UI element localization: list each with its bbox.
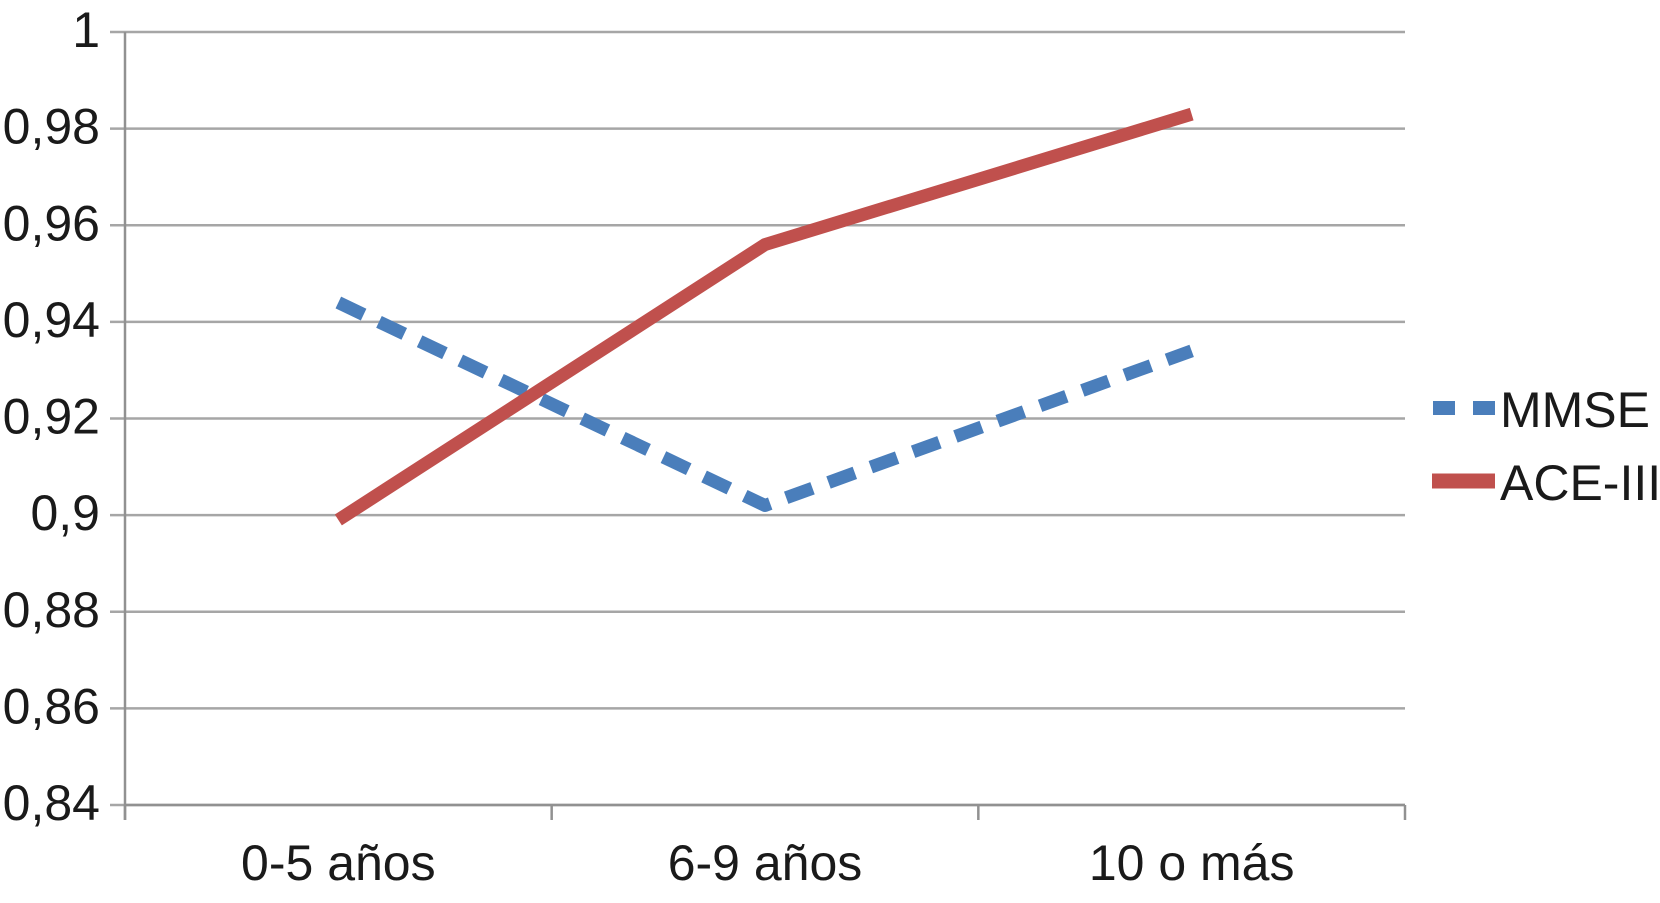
series-line-mmse <box>335 296 1194 512</box>
x-category-label-0-5-a-os: 0-5 años <box>241 835 436 891</box>
x-axis-ticks <box>123 805 1407 820</box>
gridlines <box>110 30 1405 807</box>
legend-label-mmse: MMSE <box>1500 382 1650 438</box>
series-line-ace-iii <box>334 107 1194 526</box>
x-category-label-10-o-m-s: 10 o más <box>1089 835 1295 891</box>
y-tick-label-1: 1 <box>72 2 100 58</box>
y-tick-label-0-84: 0,84 <box>3 775 100 831</box>
y-tick-label-0-88: 0,88 <box>3 582 100 638</box>
y-tick-label-0-98: 0,98 <box>3 99 100 155</box>
y-tick-label-0-9: 0,9 <box>30 485 100 541</box>
series-lines <box>334 107 1194 526</box>
y-tick-label-0-92: 0,92 <box>3 389 100 445</box>
x-category-label-6-9-a-os: 6-9 años <box>668 835 863 891</box>
axes <box>123 32 1405 820</box>
legend-item-ace-iii: ACE-III <box>1432 455 1660 511</box>
y-tick-label-0-86: 0,86 <box>3 678 100 734</box>
legend-item-mmse: MMSE <box>1433 382 1650 438</box>
y-tick-label-0-96: 0,96 <box>3 195 100 251</box>
legend: MMSE ACE-III <box>1432 382 1660 511</box>
x-axis-labels: 0-5 años 6-9 años 10 o más <box>241 835 1294 891</box>
y-axis-labels: 1 0,98 0,96 0,94 0,92 0,9 0,88 0,86 0,84 <box>3 2 100 831</box>
y-tick-label-0-94: 0,94 <box>3 292 100 348</box>
legend-label-ace-iii: ACE-III <box>1500 455 1660 511</box>
